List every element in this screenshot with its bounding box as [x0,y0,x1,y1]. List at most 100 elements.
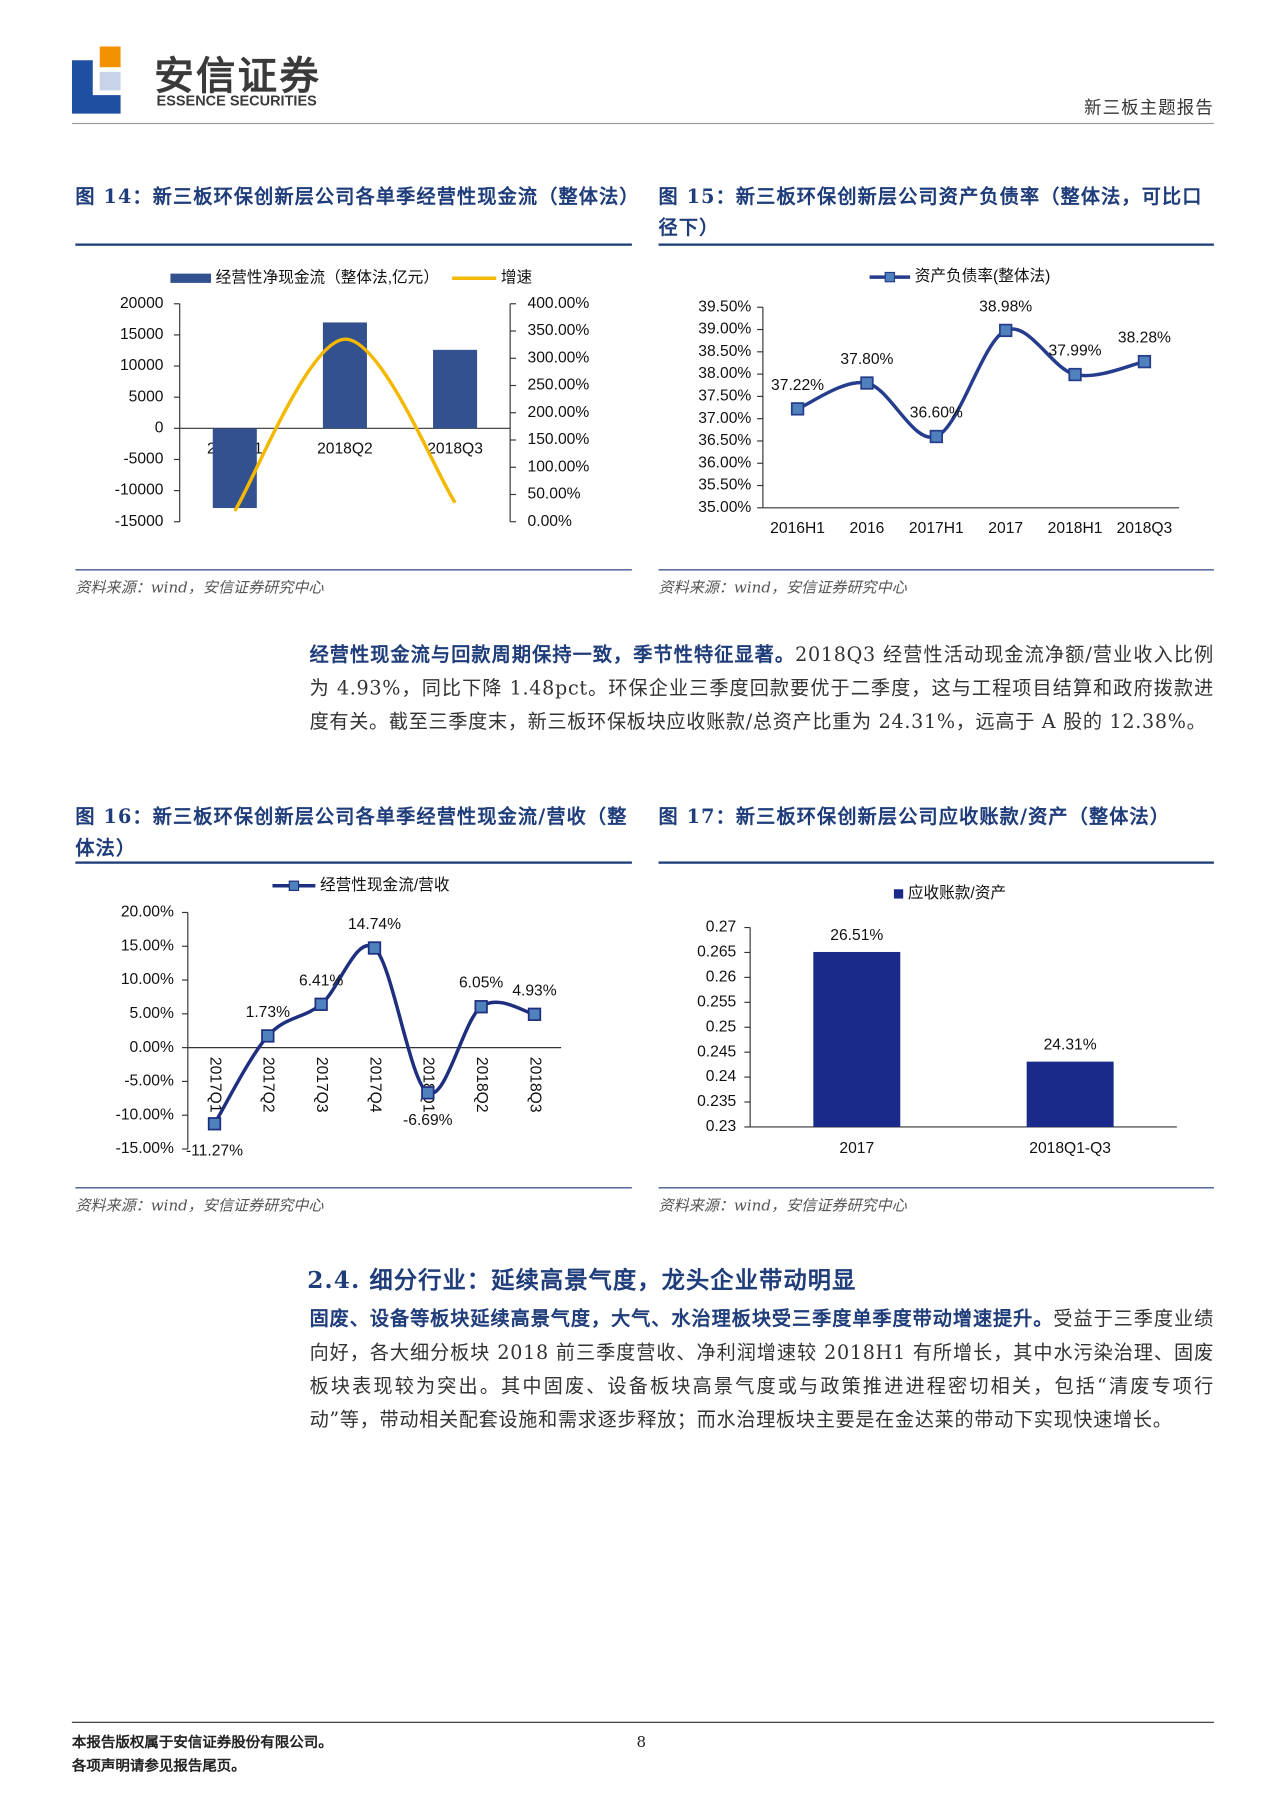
figure-caption: 图 15：新三板环保创新层公司资产负债率（整体法，可比口径下） [658,185,1203,239]
legend-label: 经营性现金流/营收 [320,876,450,894]
legend-swatch [893,889,904,899]
x-tick-label: 2018Q2 [473,1057,490,1113]
y2-tick-label: 50.00% [528,486,581,503]
footer-copyright: 本报告版权属于安信证券股份有限公司。 [71,1733,333,1751]
source-rule [75,1187,632,1189]
header-rule [71,122,1214,125]
x-tick-label: 2018Q1-Q3 [1029,1140,1111,1157]
caption-rule [75,243,632,246]
y-tick-label: 0.25 [706,1018,737,1035]
point [314,997,328,1011]
y-tick-label: 38.00% [698,365,751,382]
legend-label: 资产负债率(整体法) [915,267,1051,285]
point [367,941,382,955]
data-label: -6.69% [403,1112,453,1129]
y-tick-label: 37.00% [698,410,751,427]
data-label: 1.73% [246,1004,290,1021]
figure-source: 资料来源：wind，安信证券研究中心 [75,1197,324,1216]
y-tick-label: 37.50% [698,388,751,405]
logo-name: 安信证券 [154,53,322,100]
data-label: -11.27% [186,1143,243,1160]
series-line [233,337,457,512]
bar [1026,1061,1114,1127]
x-tick-label: 2017Q2 [260,1057,277,1113]
x-tick-label: 2018Q2 [317,440,373,457]
y2-tick-label: 400.00% [528,295,590,312]
y2-tick-label: 0.00% [528,513,572,530]
y-tick-label: 20000 [120,295,164,312]
legend-label: 增速 [501,268,533,286]
caption-rule [658,243,1214,246]
figure-source: 资料来源：wind，安信证券研究中心 [658,579,907,598]
page-number: 8 [636,1734,647,1752]
logo-mark [71,46,121,114]
y-tick-label: 0 [155,419,164,436]
y-tick-label: -10.00% [116,1106,174,1123]
data-label: 38.98% [979,298,1032,315]
y-tick-label: 5.00% [130,1005,174,1022]
source-rule [658,569,1214,571]
data-label: 38.28% [1118,330,1171,347]
y-tick-label: -15.00% [116,1140,174,1157]
legend-label: 经营性净现金流（整体法,亿元） [216,268,439,286]
y-tick-label: 0.255 [697,993,736,1010]
y2-tick-label: 350.00% [528,322,590,339]
section-heading: 2.4. 细分行业：延续高景气度，龙头企业带动明显 [307,1266,857,1294]
y2-tick-label: 100.00% [528,458,590,475]
y-tick-label: 39.50% [698,298,751,315]
y-tick-label: 0.245 [697,1043,736,1060]
data-label: 14.74% [348,916,401,933]
footer-notice: 各项声明请参见报告尾页。 [71,1756,246,1774]
legend-swatch [170,273,212,283]
paragraph: 经营性现金流与回款周期保持一致，季节性特征显著。2018Q3 经营性活动现金流净… [310,638,1214,739]
x-tick-label: 2018H1 [1048,520,1103,537]
source-rule [658,1187,1214,1189]
y-tick-label: -15000 [115,513,164,530]
point [207,1117,222,1131]
y-tick-label: 0.265 [697,944,736,961]
x-tick-label: 2017Q4 [366,1057,383,1113]
y-tick-label: 38.50% [698,343,751,360]
y2-tick-label: 150.00% [528,431,590,448]
x-tick-label: 2016H1 [770,520,825,537]
x-tick-label: 2017Q3 [313,1057,330,1113]
data-label: 4.93% [512,982,556,999]
y-tick-label: 35.50% [698,477,751,494]
data-label: 36.60% [910,404,963,421]
x-tick-label: 2018Q3 [526,1057,543,1113]
y2-tick-label: 250.00% [528,377,590,394]
y-tick-label: 15.00% [121,937,174,954]
x-tick-label: 2018Q3 [1117,520,1173,537]
point [474,1000,488,1014]
bar [212,428,257,509]
data-label: 37.80% [840,351,893,368]
y-tick-label: 10000 [120,357,164,374]
figure-source: 资料来源：wind，安信证券研究中心 [658,1197,907,1216]
point [421,1086,435,1100]
caption-rule [75,861,632,864]
paragraph-body: 2018Q3 经营性活动现金流净额/营业收入比例为 4.93%，同比下降 1.4… [309,643,1214,733]
paragraph-body: 受益于三季度业绩向好，各大细分板块 2018 前三季度营收、净利润增速较 201… [309,1307,1214,1431]
source-rule [75,569,632,571]
y-tick-label: 20.00% [121,904,174,921]
legend-marker [288,880,300,892]
x-tick-label: 2018Q3 [427,440,483,457]
caption-rule [658,861,1214,864]
paragraph-lead: 经营性现金流与回款周期保持一致，季节性特征显著。 [309,643,796,666]
point [929,429,943,444]
point [527,1007,542,1021]
point [999,323,1013,338]
y-tick-label: 0.235 [697,1093,736,1110]
y-tick-label: 5000 [129,388,164,405]
point [1137,354,1152,369]
legend-marker [884,271,896,283]
y-tick-label: 35.00% [698,499,751,516]
data-label: 6.05% [459,975,503,992]
y-tick-label: 0.00% [130,1039,174,1056]
y-tick-label: 0.23 [706,1118,737,1135]
data-label: 6.41% [299,972,343,989]
x-tick-label: 2016 [850,520,885,537]
